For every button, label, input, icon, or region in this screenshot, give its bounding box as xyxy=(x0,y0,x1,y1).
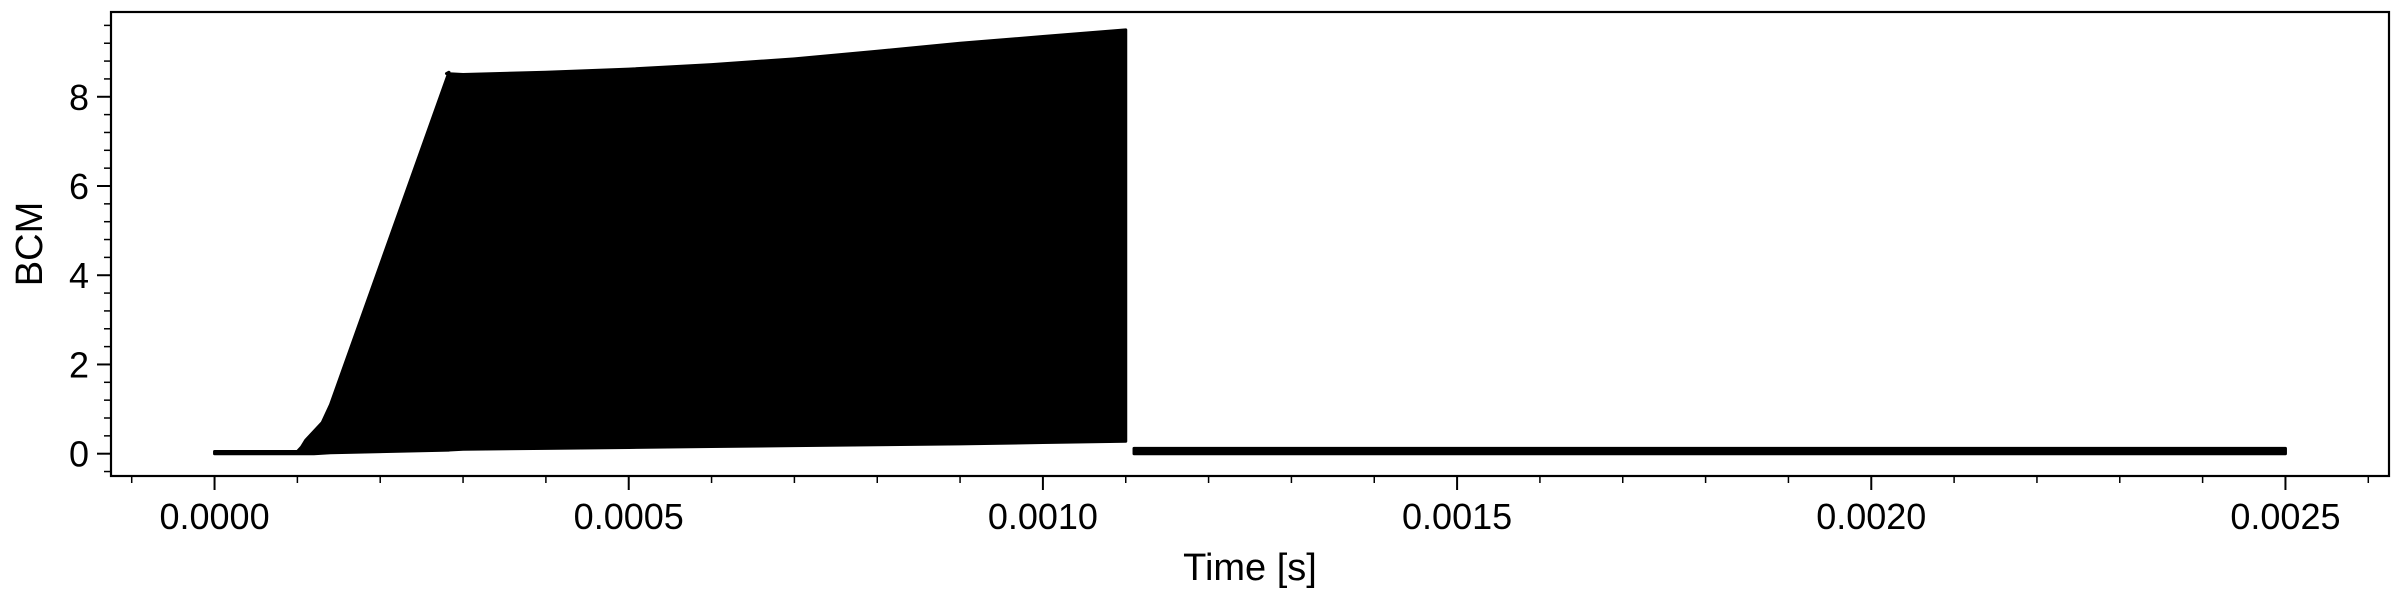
y-axis-label: BCM xyxy=(9,202,51,286)
x-tick-label: 0.0020 xyxy=(1816,496,1926,537)
x-tick-label: 0.0010 xyxy=(988,496,1098,537)
y-tick-label: 6 xyxy=(69,166,89,207)
x-tick-label: 0.0025 xyxy=(2230,496,2340,537)
y-tick-label: 8 xyxy=(69,77,89,118)
signal-envelope xyxy=(213,28,1128,456)
y-tick-label: 4 xyxy=(69,255,89,296)
y-axis: 0 2 4 6 8 xyxy=(69,24,111,475)
y-tick-label: 2 xyxy=(69,344,89,385)
x-tick-label: 0.0005 xyxy=(574,496,684,537)
y-tick-label: 0 xyxy=(69,434,89,475)
x-tick-label: 0.0015 xyxy=(1402,496,1512,537)
plot-frame xyxy=(109,10,2391,478)
x-axis-label: Time [s] xyxy=(1183,547,1317,589)
x-tick-label: 0.0000 xyxy=(159,496,269,537)
plot-marks xyxy=(213,28,2287,456)
x-axis: 0.0000 0.0005 0.0010 0.0015 0.0020 0.0025 xyxy=(130,476,2370,537)
signal-baseline-band xyxy=(1132,446,2287,456)
